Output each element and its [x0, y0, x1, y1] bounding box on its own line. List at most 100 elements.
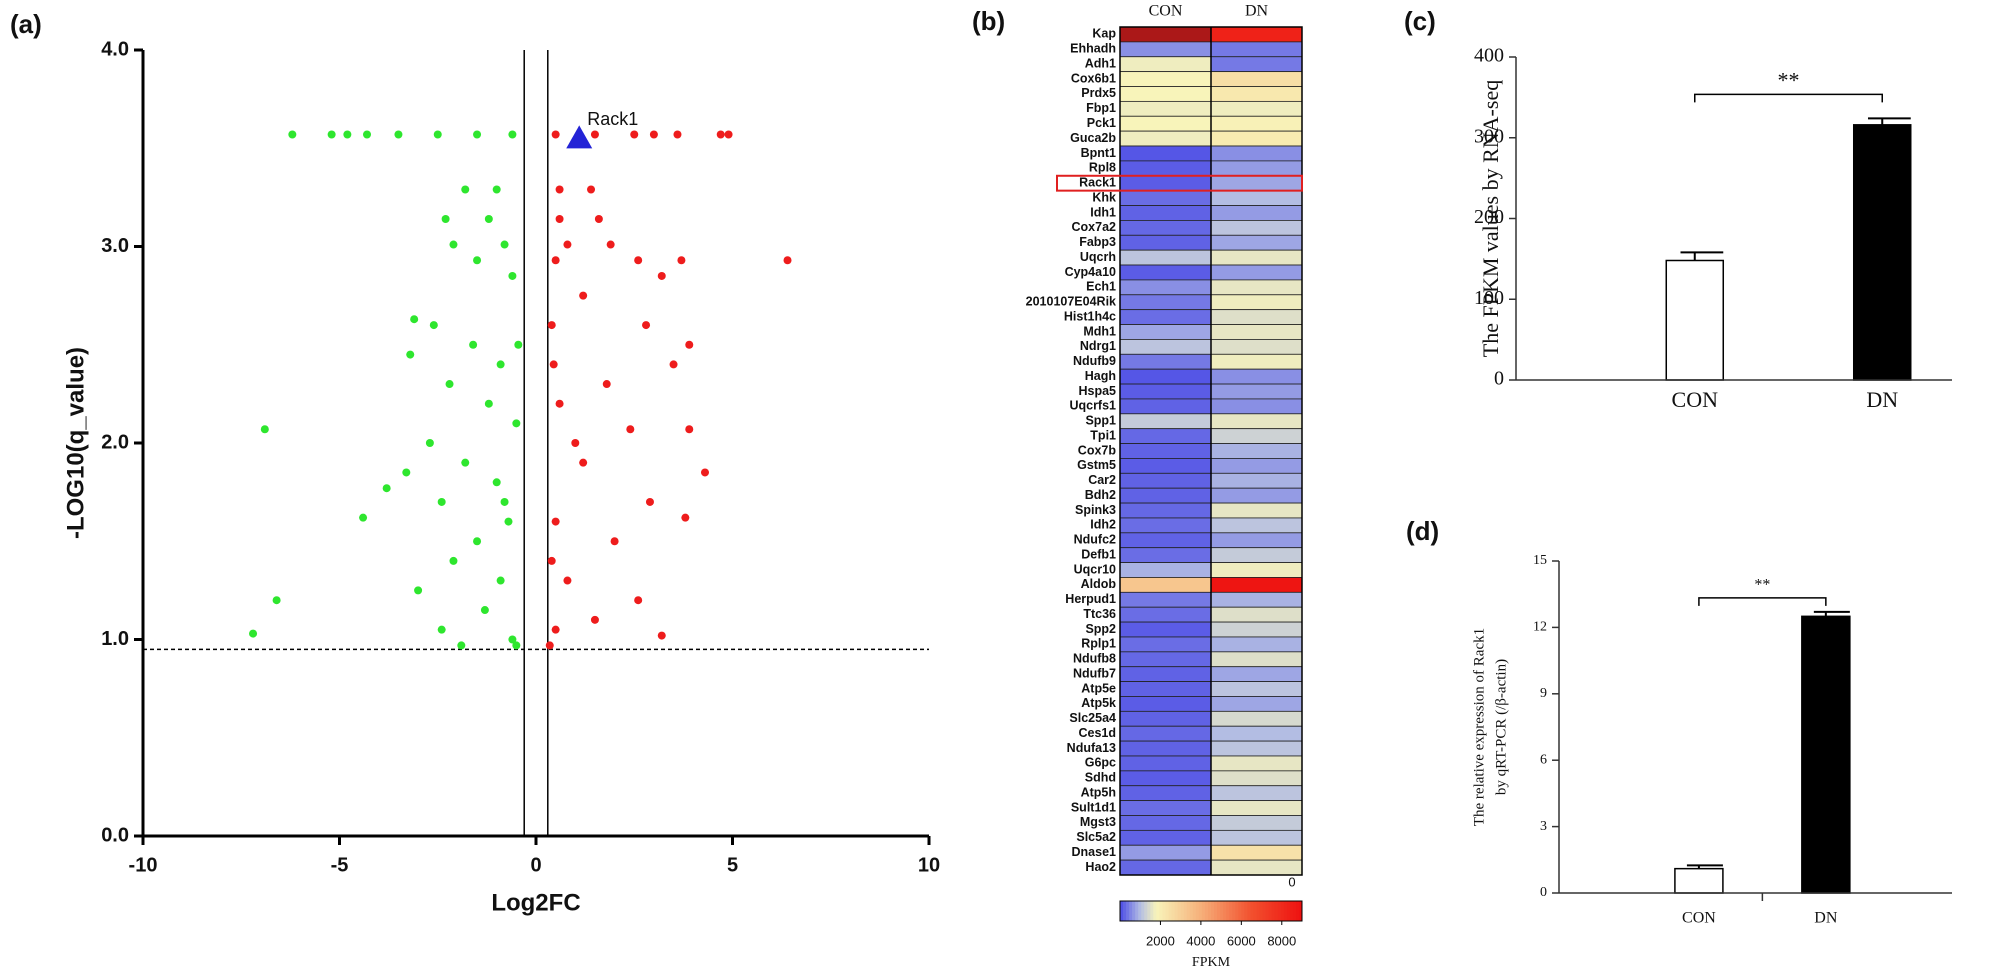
- point: [594, 214, 603, 223]
- point: [630, 130, 639, 139]
- y-tick-label: 9: [1540, 686, 1547, 701]
- colorbar-segment: [1274, 901, 1279, 921]
- point: [260, 425, 269, 434]
- point: [551, 130, 560, 139]
- point: [700, 468, 709, 477]
- row-label: Ttc36: [1083, 607, 1116, 621]
- row-label: Gstm5: [1077, 458, 1116, 472]
- y-tick-label: 6: [1540, 752, 1547, 767]
- heatmap-cell: [1210, 428, 1303, 444]
- point: [571, 439, 580, 447]
- y-tick-label: 0: [1494, 368, 1504, 390]
- heatmap-cell: [1119, 220, 1212, 236]
- colorbar-segment: [1247, 901, 1251, 921]
- heatmap-cell: [1210, 696, 1303, 712]
- point: [496, 576, 505, 585]
- row-label: Guca2b: [1070, 131, 1116, 145]
- point: [461, 185, 470, 194]
- row-label: Bdh2: [1085, 488, 1116, 502]
- row-label: Sdhd: [1085, 771, 1116, 785]
- point: [445, 380, 454, 389]
- heatmap-cell: [1119, 651, 1212, 668]
- colorbar-segment: [1238, 901, 1242, 921]
- heatmap-cell: [1119, 413, 1212, 430]
- row-label: Car2: [1088, 473, 1116, 487]
- colorbar-segment: [1156, 901, 1160, 921]
- y-tick-label: 100: [1474, 287, 1504, 309]
- point: [579, 458, 588, 467]
- point: [496, 360, 505, 369]
- colorbar-segment: [1165, 901, 1170, 921]
- heatmap-cell: [1119, 443, 1212, 459]
- colorbar-segment: [1159, 901, 1163, 921]
- heatmap-cell: [1119, 175, 1212, 192]
- heatmap-cell: [1210, 234, 1303, 251]
- point: [484, 399, 493, 408]
- point: [645, 497, 654, 506]
- point: [642, 321, 651, 330]
- heatmap-cell: [1210, 86, 1303, 102]
- y-tick-label: 300: [1474, 125, 1504, 147]
- point: [590, 615, 599, 624]
- row-label: Hagh: [1085, 369, 1116, 383]
- bar: [1665, 259, 1725, 381]
- point: [677, 256, 686, 265]
- y-tick-label: 3.0: [101, 235, 129, 257]
- point: [433, 130, 442, 139]
- x-tick-label: CON: [1682, 910, 1716, 927]
- heatmap-cell: [1210, 472, 1303, 489]
- heatmap-cell: [1210, 339, 1303, 355]
- row-label: Sult1d1: [1071, 800, 1116, 814]
- row-label: Fbp1: [1086, 101, 1116, 115]
- heatmap-cell: [1210, 606, 1303, 623]
- colorbar-segment: [1195, 901, 1200, 921]
- panel-label: (d): [1406, 516, 1439, 546]
- point: [602, 380, 611, 389]
- y-tick-label: 4.0: [101, 38, 129, 60]
- heatmap-cell: [1119, 234, 1212, 251]
- point: [449, 556, 458, 565]
- heatmap-cell: [1119, 844, 1212, 861]
- row-label: Aldob: [1081, 577, 1117, 591]
- row-label: Slc5a2: [1076, 830, 1116, 844]
- colorbar-segment: [1171, 901, 1176, 921]
- colorbar-segment: [1189, 901, 1194, 921]
- colorbar-tick-label: 6000: [1227, 933, 1256, 948]
- point: [449, 240, 458, 249]
- heatmap-cell: [1210, 160, 1303, 177]
- colorbar-frame: [1119, 900, 1303, 922]
- heatmap-cell: [1210, 844, 1303, 861]
- y-tick-label: 200: [1474, 206, 1504, 228]
- point: [469, 340, 478, 349]
- heatmap-cell: [1119, 56, 1212, 73]
- row-highlight: [1056, 174, 1303, 192]
- heatmap-cell: [1210, 264, 1303, 281]
- x-tick-label: CON: [1672, 387, 1719, 412]
- heatmap-cell: [1210, 443, 1303, 459]
- point: [657, 631, 666, 640]
- point: [394, 130, 403, 139]
- heatmap-cell: [1210, 353, 1303, 370]
- colorbar-segment: [1141, 901, 1145, 921]
- point: [685, 340, 694, 349]
- point: [480, 606, 489, 615]
- heatmap-cell: [1119, 829, 1212, 846]
- point: [634, 596, 643, 605]
- y-tick-label: 3: [1540, 819, 1547, 834]
- row-label: Ech1: [1086, 280, 1116, 294]
- colorbar-segment: [1271, 901, 1276, 921]
- colorbar-segment: [1220, 901, 1224, 921]
- y-axis-label: The FPKM values by RNA-seq: [1478, 80, 1503, 357]
- heatmap-cell: [1119, 725, 1212, 742]
- column-label: DN: [1245, 3, 1269, 20]
- heatmap-cell: [1210, 577, 1303, 593]
- heatmap-cell: [1119, 547, 1212, 563]
- colorbar-segment: [1153, 901, 1157, 921]
- point: [514, 340, 523, 349]
- row-label: Cox7b: [1078, 443, 1117, 457]
- row-label: Ehhadh: [1070, 42, 1116, 56]
- y-tick-label: 12: [1533, 620, 1547, 635]
- point: [587, 185, 596, 194]
- heatmap-cell: [1119, 681, 1212, 697]
- point: [492, 478, 501, 487]
